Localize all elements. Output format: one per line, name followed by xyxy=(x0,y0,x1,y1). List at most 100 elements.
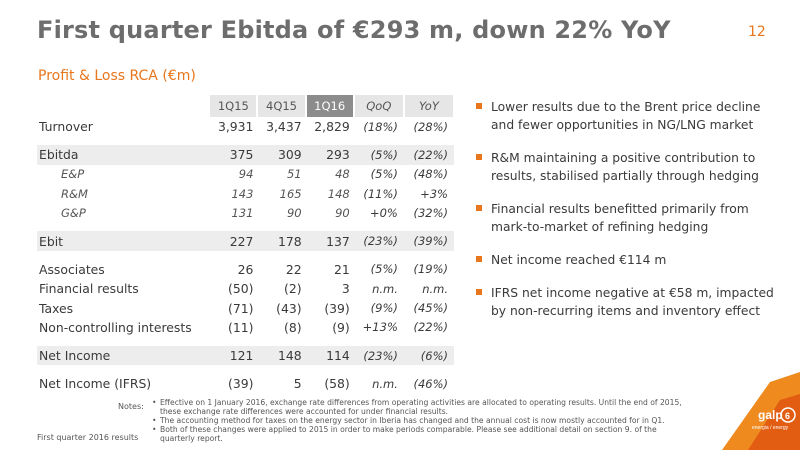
value-qoq: (11%) xyxy=(363,186,398,201)
spacer-cell xyxy=(37,337,454,346)
row-label: Non-controlling interests xyxy=(39,319,192,335)
value-yoy: +3% xyxy=(420,186,448,201)
value-yoy: (28%) xyxy=(413,119,448,134)
table-row-spacer xyxy=(37,136,454,145)
value-1q16: 293 xyxy=(305,145,354,165)
value-1q16: 3 xyxy=(341,281,350,297)
value-yoy: (22%) xyxy=(413,320,448,335)
value-yoy: (19%) xyxy=(413,262,448,277)
header-blank xyxy=(37,95,211,117)
value-4q15: (8) xyxy=(284,319,302,335)
value-1q16: 48 xyxy=(335,167,350,182)
page-title: First quarter Ebitda of €293 m, down 22%… xyxy=(37,16,671,44)
value-qoq: (5%) xyxy=(370,167,398,182)
table-row: Net Income (IFRS) (39) 5 (58) n.m. (46%) xyxy=(37,374,454,393)
bullet-item: R&M maintaining a positive contribution … xyxy=(475,149,775,185)
table-row-spacer xyxy=(37,251,454,260)
header-4q15: 4Q15 xyxy=(257,95,307,117)
table-row-spacer xyxy=(37,222,454,231)
value-qoq: +0% xyxy=(369,205,398,220)
value-yoy: (45%) xyxy=(413,301,448,316)
value-yoy: (48%) xyxy=(413,167,448,182)
value-1q16: 90 xyxy=(335,205,350,220)
table-row-spacer xyxy=(37,365,454,374)
table-row: Ebitda 375 309 293 (5%) (22%) xyxy=(37,145,454,165)
value-1q15: (39) xyxy=(228,376,254,392)
value-1q15: 143 xyxy=(231,186,254,201)
value-1q15: 3,931 xyxy=(217,119,254,135)
logo-brand-text: galp xyxy=(758,408,783,422)
value-4q15: 51 xyxy=(286,167,302,182)
value-4q15: 22 xyxy=(285,261,302,277)
table-row: E&P 94 51 48 (5%) (48%) xyxy=(37,165,454,184)
value-1q15: 131 xyxy=(231,205,254,220)
value-1q16: 137 xyxy=(305,231,354,251)
value-qoq: (23%) xyxy=(353,231,404,251)
value-1q16: 114 xyxy=(305,345,354,366)
value-4q15: 165 xyxy=(279,186,302,201)
value-1q15: (71) xyxy=(228,300,254,316)
value-4q15: 5 xyxy=(293,376,302,392)
value-qoq: (9%) xyxy=(370,301,398,316)
value-qoq: n.m. xyxy=(372,376,398,391)
value-qoq: n.m. xyxy=(372,281,398,296)
note-item: Effective on 1 January 2016, exchange ra… xyxy=(152,398,692,416)
galp-logo: galp 6 energia / energy xyxy=(722,372,800,450)
value-4q15: 309 xyxy=(257,145,306,165)
value-4q15: 148 xyxy=(257,345,306,366)
value-1q16: (58) xyxy=(324,376,350,392)
row-label: E&P xyxy=(61,167,85,182)
profit-loss-table: 1Q15 4Q15 1Q16 QoQ YoY Turnover 3,931 3,43… xyxy=(37,95,456,394)
value-yoy: (46%) xyxy=(413,376,448,391)
note-item: The accounting method for taxes on the e… xyxy=(152,416,692,425)
row-label: Ebitda xyxy=(37,145,210,165)
logo-tagline-text: energia / energy xyxy=(752,425,789,431)
notes-label: Notes: xyxy=(118,402,144,411)
table-row: Taxes (71) (43) (39) (9%) (45%) xyxy=(37,298,454,317)
page-number: 12 xyxy=(748,24,766,40)
bullet-item: IFRS net income negative at €58 m, impac… xyxy=(475,284,775,320)
value-1q15: 227 xyxy=(209,231,258,251)
row-label: Net Income (IFRS) xyxy=(39,376,152,392)
row-label: G&P xyxy=(61,205,86,220)
value-yoy: n.m. xyxy=(422,281,448,296)
spacer-cell xyxy=(37,365,454,374)
spacer-cell xyxy=(37,136,454,145)
table-header-row: 1Q15 4Q15 1Q16 QoQ YoY xyxy=(37,95,456,117)
value-4q15: 90 xyxy=(286,205,302,220)
value-4q15: 178 xyxy=(257,231,306,251)
header-qoq: QoQ xyxy=(353,95,405,117)
footer-report-name: First quarter 2016 results xyxy=(37,433,139,442)
value-yoy: (32%) xyxy=(413,205,448,220)
row-label: Net Income xyxy=(37,345,210,366)
row-label: Ebit xyxy=(37,231,210,251)
table-row: Financial results (50) (2) 3 n.m. n.m. xyxy=(37,279,454,298)
table-row: R&M 143 165 148 (11%) +3% xyxy=(37,184,454,203)
table-row: G&P 131 90 90 +0% (32%) xyxy=(37,203,454,222)
commentary-bullets: Lower results due to the Brent price dec… xyxy=(475,98,775,335)
value-1q16: (39) xyxy=(324,300,350,316)
row-label: Financial results xyxy=(39,281,139,297)
value-1q15: 94 xyxy=(238,167,254,182)
value-1q16: (9) xyxy=(332,319,350,335)
value-qoq: +13% xyxy=(362,320,398,335)
table-row: Associates 26 22 21 (5%) (19%) xyxy=(37,260,454,279)
table-body: Turnover 3,931 3,437 2,829 (18%) (28%) Ebitda 3… xyxy=(37,117,454,394)
value-qoq: (5%) xyxy=(353,145,404,165)
value-1q15: 26 xyxy=(237,261,254,277)
value-1q16: 148 xyxy=(327,186,350,201)
logo-circle-icon xyxy=(780,407,796,423)
value-4q15: (2) xyxy=(284,281,302,297)
value-yoy: (39%) xyxy=(403,231,454,251)
table-row-spacer xyxy=(37,337,454,346)
value-yoy: (22%) xyxy=(403,145,454,165)
header-yoy: YoY xyxy=(403,95,456,117)
bullet-item: Net income reached €114 m xyxy=(475,251,775,269)
note-item: Both of these changes were applied to 20… xyxy=(152,425,692,443)
value-4q15: 3,437 xyxy=(266,119,302,135)
table-subtitle: Profit & Loss RCA (€m) xyxy=(38,68,196,84)
header-1q15: 1Q15 xyxy=(209,95,259,117)
value-4q15: (43) xyxy=(276,300,302,316)
value-qoq: (5%) xyxy=(370,262,398,277)
value-1q15: 375 xyxy=(209,145,258,165)
